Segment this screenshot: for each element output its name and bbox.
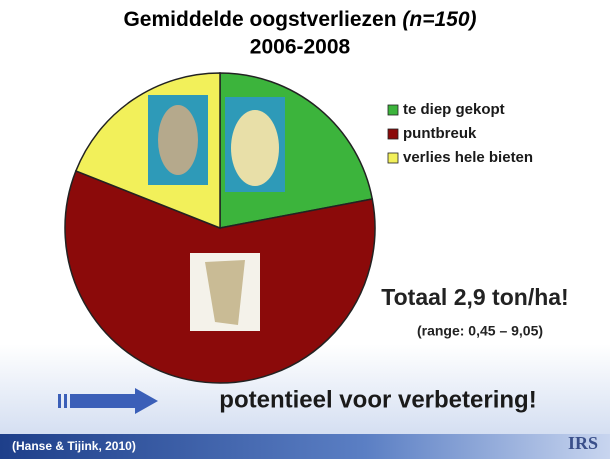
legend: te diep gekopt puntbreuk verlies hele biet… <box>387 101 533 166</box>
chart-subtitle: 2006-2008 <box>250 36 351 59</box>
total-annotation: Totaal 2,9 ton/ha! <box>381 284 568 310</box>
photos <box>148 95 285 331</box>
pie <box>64 72 376 384</box>
legend-swatch <box>387 152 399 164</box>
root-shape <box>205 260 245 325</box>
footer-bar <box>0 434 610 459</box>
legend-label: te diep gekopt <box>403 101 505 118</box>
legend-swatch <box>387 128 399 140</box>
logo: IRS <box>568 433 598 453</box>
source: (Hanse & Tijink, 2010) <box>12 439 136 453</box>
title-note: (n=150) <box>402 8 476 31</box>
title-text: Gemiddelde oogstverliezen <box>123 8 396 31</box>
legend-swatch <box>387 104 399 116</box>
arrow <box>58 388 158 414</box>
legend-label: puntbreuk <box>403 125 477 142</box>
potential-annotation: potentieel voor verbetering! <box>219 386 536 413</box>
arrow-body <box>70 388 158 414</box>
beet-cut-shape <box>231 110 279 186</box>
chart-title: Gemiddelde oogstverliezen (n=150) <box>123 8 476 31</box>
arrow-stripe <box>64 394 67 408</box>
legend-label: verlies hele bieten <box>403 149 533 166</box>
range-annotation: (range: 0,45 – 9,05) <box>417 323 543 339</box>
beet-shape <box>158 105 198 175</box>
arrow-stripe <box>58 394 61 408</box>
